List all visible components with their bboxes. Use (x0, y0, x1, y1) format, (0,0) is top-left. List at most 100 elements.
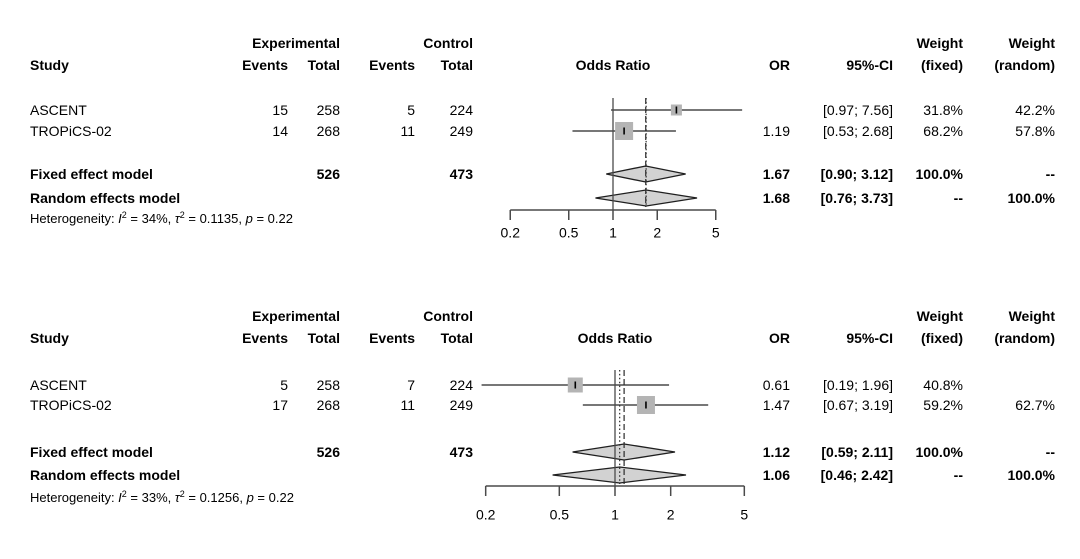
study-name: ASCENT (30, 102, 87, 118)
axis-tick-label: 1 (609, 225, 617, 241)
ctrl-total-sum: 473 (449, 166, 473, 182)
or-value: 1.19 (762, 123, 790, 139)
study-header: Study (30, 330, 69, 346)
weight-fixed: 100.0% (915, 444, 963, 460)
ci-value: [0.67; 3.19] (822, 397, 893, 413)
ctrl-total-sum: 473 (449, 444, 473, 460)
p-value: = 0.22 (252, 211, 293, 227)
exp-events: 5 (280, 377, 288, 393)
tau-squared-exp: 2 (179, 209, 185, 220)
axis-tick-label: 5 (740, 507, 748, 523)
weight-random: -- (1045, 444, 1055, 460)
axis-tick-label: 2 (667, 507, 675, 523)
weight-random: 42.2% (1015, 102, 1055, 118)
p-symbol: p (246, 490, 254, 506)
weight-random-header: Weight (1008, 308, 1055, 324)
exp-total: 258 (316, 377, 340, 393)
weight-fixed: 68.2% (923, 123, 963, 139)
axis-tick-label: 1 (611, 507, 619, 523)
axis-tick-label: 0.2 (501, 225, 521, 241)
tau-squared-value: = 0.1256, (184, 490, 247, 506)
study-name: TROPiCS-02 (30, 397, 112, 413)
weight-fixed: 100.0% (915, 166, 963, 182)
ci-header: 95%-CI (846, 330, 893, 346)
w-random-subheader: (random) (994, 330, 1055, 346)
exp-total: 268 (316, 397, 340, 413)
heterogeneity-note: Heterogeneity: I2 = 33%, τ2 = 0.1256, p … (30, 488, 294, 506)
ctrl-total: 249 (449, 123, 473, 139)
ci-value: [0.59; 2.11] (821, 444, 893, 460)
exp-events-header: Events (242, 57, 288, 73)
random-model-label: Random effects model (30, 467, 181, 483)
or-value: 1.12 (762, 444, 790, 460)
axis-tick-label: 5 (712, 225, 720, 241)
weight-random: -- (1045, 166, 1055, 182)
random-model-label: Random effects model (30, 190, 181, 206)
w-random-subheader: (random) (994, 57, 1055, 73)
fixed-model-label: Fixed effect model (30, 444, 153, 460)
i-squared-symbol: I (118, 211, 122, 227)
ctrl-total: 224 (449, 377, 473, 393)
weight-fixed-header: Weight (916, 35, 963, 51)
or-value: 1.47 (762, 397, 790, 413)
or-header: OR (769, 57, 790, 73)
fixed-model-label: Fixed effect model (30, 166, 153, 182)
axis-tick-label: 0.5 (559, 225, 579, 241)
ctrl-total-header: Total (440, 57, 473, 73)
tau-squared-value: = 0.1135, (184, 211, 246, 227)
i-squared-symbol: I (118, 490, 122, 506)
p-symbol: p (245, 211, 253, 227)
exp-events: 17 (272, 397, 288, 413)
ci-value: [0.46; 2.42] (820, 467, 893, 483)
weight-random: 62.7% (1015, 397, 1055, 413)
or-value: 1.06 (762, 467, 790, 483)
ctrl-group-header: Control (423, 35, 473, 51)
ci-value: [0.90; 3.12] (820, 166, 893, 182)
study-name: ASCENT (30, 377, 87, 393)
weight-fixed: -- (953, 467, 963, 483)
ctrl-events: 5 (407, 102, 415, 118)
exp-group-header: Experimental (252, 35, 340, 51)
random-effect-diamond (552, 466, 687, 484)
weight-fixed-header: Weight (916, 308, 963, 324)
ctrl-events-header: Events (369, 57, 415, 73)
ci-value: [0.53; 2.68] (822, 123, 893, 139)
ctrl-total: 224 (449, 102, 473, 118)
ctrl-total: 249 (449, 397, 473, 413)
exp-events: 14 (272, 123, 288, 139)
i-squared-exp: 2 (121, 488, 127, 499)
w-fixed-subheader: (fixed) (921, 330, 963, 346)
ctrl-events: 11 (400, 397, 415, 413)
ctrl-group-header: Control (423, 308, 473, 324)
weight-random-header: Weight (1008, 35, 1055, 51)
tau-squared-symbol: τ (174, 490, 180, 506)
ctrl-events: 7 (407, 377, 415, 393)
study-header: Study (30, 57, 69, 73)
exp-events: 15 (272, 102, 288, 118)
exp-total-sum: 526 (316, 166, 340, 182)
ci-value: [0.97; 7.56] (822, 102, 893, 118)
p-value: = 0.22 (253, 490, 294, 506)
plot-title: Odds Ratio (577, 330, 653, 346)
ci-value: [0.19; 1.96] (822, 377, 893, 393)
ctrl-events-header: Events (369, 330, 415, 346)
ci-header: 95%-CI (846, 57, 893, 73)
or-header: OR (769, 330, 790, 346)
het-prefix: Heterogeneity: (30, 490, 119, 506)
weight-fixed: -- (953, 190, 963, 206)
or-value: 1.67 (762, 166, 790, 182)
or-value: 0.61 (762, 377, 790, 393)
weight-random: 100.0% (1007, 467, 1055, 483)
axis-tick-label: 0.2 (476, 507, 496, 523)
w-fixed-subheader: (fixed) (921, 57, 963, 73)
exp-total: 268 (316, 123, 340, 139)
exp-total-header: Total (307, 57, 340, 73)
weight-fixed: 59.2% (923, 397, 963, 413)
ci-value: [0.76; 3.73] (820, 190, 893, 206)
exp-group-header: Experimental (252, 308, 340, 324)
exp-total-header: Total (307, 330, 340, 346)
plot-title: Odds Ratio (575, 57, 651, 73)
het-prefix: Heterogeneity: (30, 211, 119, 227)
i-squared-exp: 2 (121, 209, 127, 220)
